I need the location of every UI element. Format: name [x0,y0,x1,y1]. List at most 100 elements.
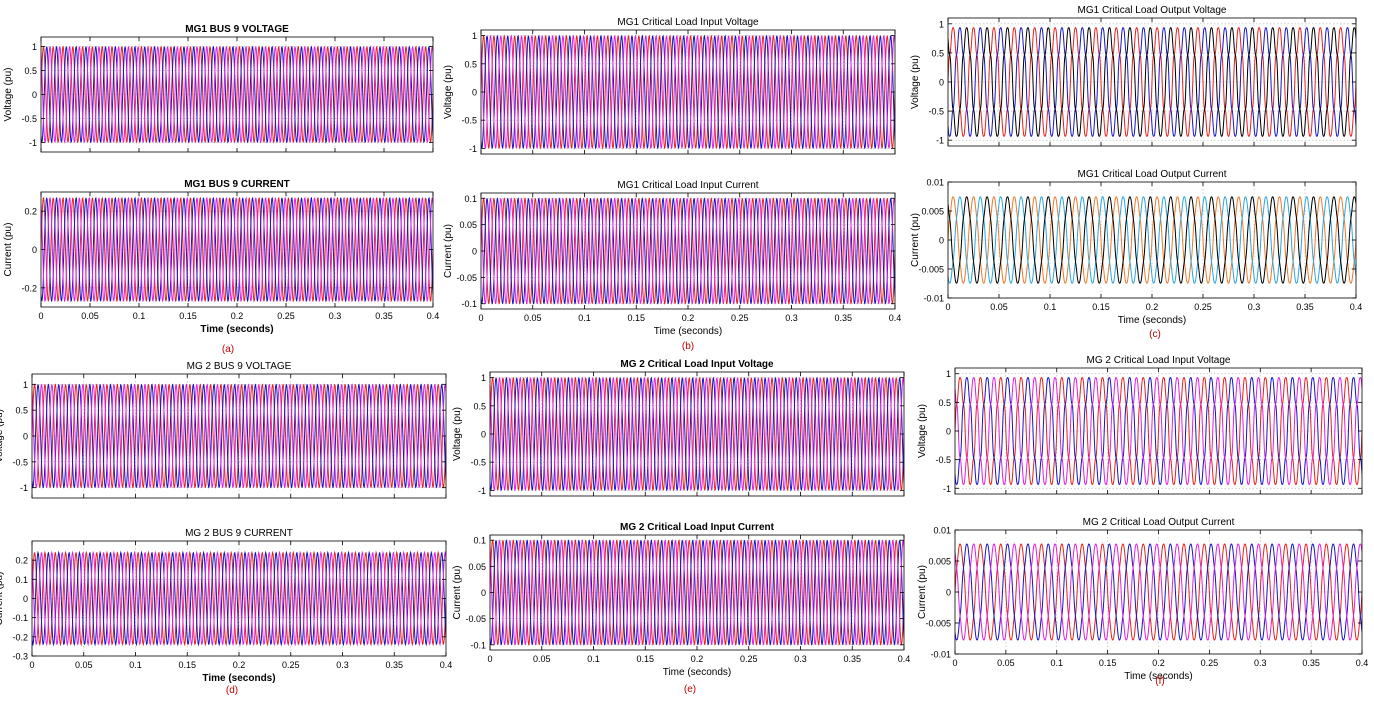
x-tick-label: 0.05 [990,302,1008,312]
y-axis-label: Current (pu) [443,224,454,278]
x-tick-label: 0.4 [427,311,440,321]
y-tick-label: 0.1 [464,194,477,204]
series-line-phase-a [481,197,895,305]
chart-e1: -1 -0.5 0 0.5 1 MG 2 Critical Load Input Volt… [452,359,905,497]
series-line-phase-c [32,550,446,647]
y-tick-label: 0.5 [464,59,477,69]
series-line-phase-c [32,383,446,489]
series-line-phase-c [948,196,1356,284]
y-tick-label: 0 [23,432,28,442]
chart-title: MG1 Critical Load Output Current [1078,169,1227,180]
y-tick-label: -0.2 [21,283,37,293]
y-tick-label: -1 [943,484,951,494]
y-tick-label: -0.5 [928,107,944,117]
y-tick-label: 0.5 [15,406,28,416]
y-tick-label: 0 [481,588,486,598]
chart-title: MG 2 BUS 9 CURRENT [185,528,293,539]
series-line-phase-b [955,376,1362,486]
y-axis-label: Voltage (pu) [917,404,928,458]
y-tick-label: 0.5 [938,398,951,408]
series-line-phase-c [955,376,1362,486]
y-tick-label: 0 [939,78,944,88]
x-tick-label: 0.15 [178,660,196,670]
chart-a2: -0.2 0 0.2 0 0.05 0.1 0.15 0.2 0.25 0.3 0.35 0.4 MG1… [3,179,439,335]
y-tick-label: -0.5 [935,455,951,465]
x-tick-label: 0.35 [385,660,403,670]
y-tick-label: 0.5 [473,401,486,411]
series-line-phase-b [490,376,904,492]
series-line-phase-c [955,543,1362,641]
chart-f2: -0.01 -0.005 0 0.005 0.01 0 0.05 0.1 0.15 0.2 0.25… [917,517,1368,682]
y-tick-label: -0.1 [470,640,486,650]
y-tick-label: 0.5 [24,66,37,76]
y-tick-label: 0.2 [24,207,37,217]
x-tick-label: 0.2 [682,313,695,323]
x-tick-label: 0.2 [1146,302,1159,312]
y-tick-label: 0 [472,247,477,257]
caption-e: (e) [684,684,696,695]
series-line-phase-c [490,539,904,646]
series-line-phase-a [948,27,1356,137]
caption-a: (a) [222,344,234,355]
x-tick-label: 0.25 [740,654,758,664]
series-line-phase-c [490,376,904,492]
x-tick-label: 0.1 [129,660,142,670]
x-axis-label: Time (seconds) [654,326,723,337]
x-tick-label: 0.05 [75,660,93,670]
series-line-phase-a [32,383,446,489]
x-tick-label: 0 [38,311,43,321]
caption-f: (f) [1155,676,1164,687]
series-line-phase-b [490,539,904,646]
y-tick-label: 0.01 [926,178,944,188]
y-axis-label: Current (pu) [3,223,14,277]
series-line-phase-a [481,34,895,150]
x-tick-label: 0.4 [440,660,453,670]
x-tick-label: 0.4 [889,313,902,323]
y-tick-label: 0 [472,88,477,98]
x-tick-label: 0.2 [691,654,704,664]
y-tick-label: 0.05 [459,220,477,230]
y-tick-label: 0.05 [468,562,486,572]
series-line-phase-a [32,550,446,647]
y-axis-label: Current (pu) [917,565,928,619]
series-line-phase-b [32,383,446,489]
y-tick-label: 1 [32,42,37,52]
x-tick-label: 0.2 [233,660,246,670]
y-tick-label: -1 [936,136,944,146]
y-tick-label: -1 [478,486,486,496]
x-tick-label: 0.15 [179,311,197,321]
series-line-phase-b [41,45,433,144]
x-axis-label: Time (seconds) [202,673,275,684]
series-line-phase-b [955,543,1362,641]
chart-d2: -0.3 -0.2 -0.1 0 0.1 0.2 0 0.05 0.1 0.15 0.2 0.25 0.… [0,528,452,684]
series-line-phase-b [41,196,433,303]
y-tick-label: -0.01 [923,294,944,304]
series-line-phase-a [490,539,904,646]
series-line-phase-c [41,196,433,303]
series-line-phase-b [948,27,1356,137]
y-tick-label: 1 [939,19,944,29]
series-line-phase-a [41,45,433,144]
y-tick-label: 1 [946,369,951,379]
chart-title: MG1 BUS 9 CURRENT [184,179,290,190]
series-line-phase-c [948,27,1356,137]
y-tick-label: -0.3 [12,652,28,662]
x-axis-label: Time (seconds) [200,324,273,335]
y-tick-label: -0.05 [456,273,477,283]
y-axis-label: Current (pu) [0,572,5,626]
chart-title: MG1 BUS 9 VOLTAGE [185,24,289,35]
x-tick-label: 0 [487,654,492,664]
y-tick-label: 0 [481,430,486,440]
x-tick-label: 0.3 [336,660,349,670]
x-tick-label: 0.35 [1296,302,1314,312]
x-tick-label: 0.35 [1302,658,1320,668]
x-tick-label: 0.1 [1050,658,1063,668]
series-line-phase-b [481,197,895,305]
chart-e2: -0.1 -0.05 0 0.05 0.1 0 0.05 0.1 0.15 0.2 0.25 0.3 0… [452,522,910,678]
y-axis-label: Voltage (pu) [452,407,463,461]
x-tick-label: 0.4 [1350,302,1363,312]
y-tick-label: 0.005 [928,557,951,567]
x-tick-label: 0 [29,660,34,670]
y-tick-label: 0 [32,245,37,255]
x-tick-label: 0.4 [1356,658,1369,668]
